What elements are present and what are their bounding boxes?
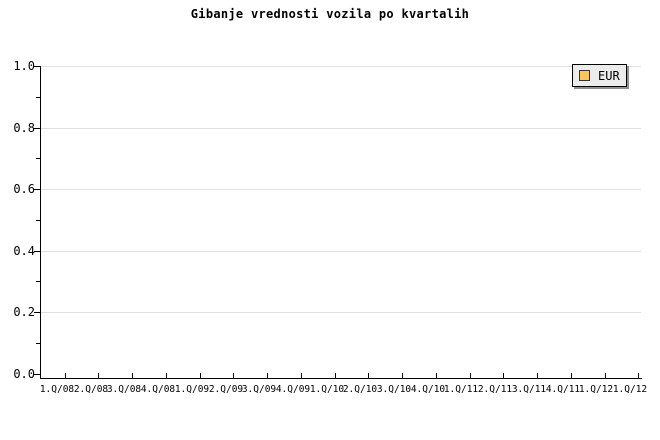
x-tick	[470, 373, 471, 378]
x-tick-label: 1.Q/08	[39, 384, 75, 395]
y-major-tick	[34, 374, 40, 375]
x-tick	[132, 373, 133, 378]
chart-title: Gibanje vrednosti vozila po kvartalih	[190, 7, 470, 21]
y-tick-label: 0.8	[13, 121, 35, 135]
y-major-tick	[34, 128, 40, 129]
x-tick	[571, 373, 572, 378]
y-major-tick	[34, 251, 40, 252]
eur-series-swatch-icon	[579, 70, 590, 81]
x-tick	[638, 373, 639, 378]
legend: EUR	[572, 64, 627, 87]
x-tick	[605, 373, 606, 378]
y-major-tick	[34, 189, 40, 190]
x-tick-label: 1.Q/11	[443, 384, 479, 395]
x-tick-label: 3.Q/08	[106, 384, 142, 395]
legend-label-eur: EUR	[598, 68, 620, 83]
x-tick	[368, 373, 369, 378]
x-tick-label: 4.Q/11	[545, 384, 581, 395]
x-tick	[267, 373, 268, 378]
gridline	[41, 312, 641, 313]
y-major-tick	[34, 66, 40, 67]
y-major-tick	[34, 312, 40, 313]
x-tick-label: 1.Q/10	[309, 384, 345, 395]
x-tick-label: 1.Q/12	[578, 384, 614, 395]
x-tick	[65, 373, 66, 378]
gridline	[41, 189, 641, 190]
x-tick	[436, 373, 437, 378]
x-tick-label: 2.Q/08	[73, 384, 109, 395]
y-minor-tick	[36, 220, 40, 221]
x-tick-label: 4.Q/10	[410, 384, 446, 395]
x-tick-label: 2.Q/11	[477, 384, 513, 395]
x-tick-label: 4.Q/08	[140, 384, 176, 395]
x-tick	[166, 373, 167, 378]
y-minor-tick	[36, 158, 40, 159]
x-tick	[301, 373, 302, 378]
x-tick-label: 3.Q/11	[511, 384, 547, 395]
y-minor-tick	[36, 281, 40, 282]
x-tick	[503, 373, 504, 378]
gridline	[41, 66, 641, 67]
x-tick	[200, 373, 201, 378]
x-tick-label: 4.Q/09	[275, 384, 311, 395]
y-minor-tick	[36, 343, 40, 344]
gridline	[41, 251, 641, 252]
y-tick-label: 0.6	[13, 182, 35, 196]
x-tick	[98, 373, 99, 378]
x-tick	[402, 373, 403, 378]
x-tick-label: 2.Q/10	[342, 384, 378, 395]
y-tick-label: 1.0	[13, 59, 35, 73]
y-tick-label: 0.4	[13, 244, 35, 258]
x-tick-label: 2.Q/09	[208, 384, 244, 395]
y-tick-label: 0.0	[13, 367, 35, 381]
x-tick-label: 3.Q/10	[376, 384, 412, 395]
y-tick-label: 0.2	[13, 305, 35, 319]
x-tick-label: 1.Q/12	[612, 384, 648, 395]
y-minor-tick	[36, 97, 40, 98]
x-tick	[233, 373, 234, 378]
x-tick-label: 3.Q/09	[241, 384, 277, 395]
x-axis-line	[40, 378, 642, 379]
gridline	[41, 128, 641, 129]
y-axis-line	[40, 66, 41, 379]
x-tick	[537, 373, 538, 378]
x-tick	[335, 373, 336, 378]
x-tick-label: 1.Q/09	[174, 384, 210, 395]
